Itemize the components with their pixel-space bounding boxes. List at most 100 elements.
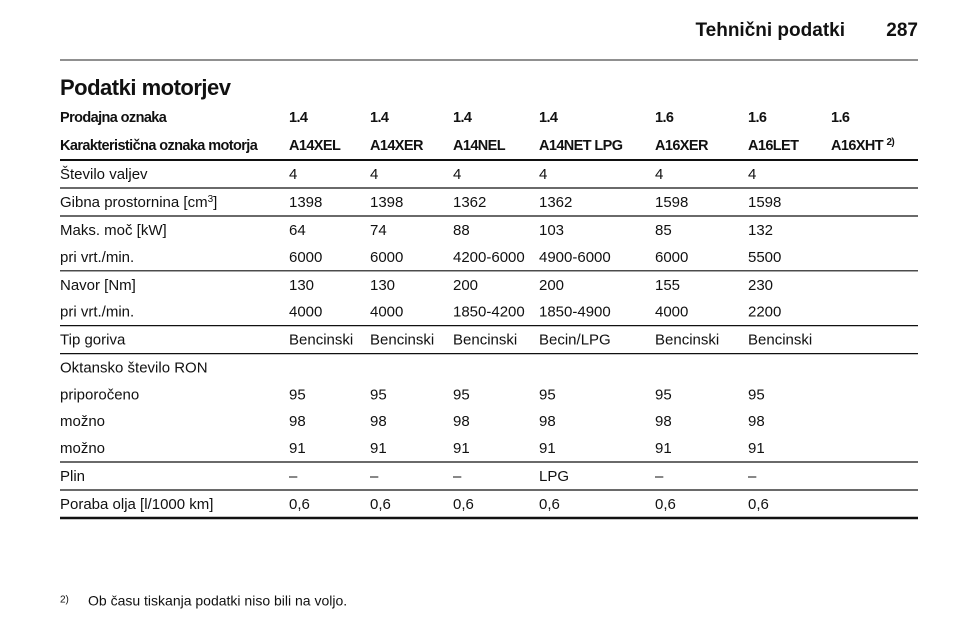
table-cell: Becin/LPG: [539, 332, 611, 349]
table-cell: 155: [655, 277, 680, 294]
table-cell: 91: [453, 440, 470, 457]
table-cell: Število valjev: [60, 166, 148, 183]
table-cell: A16LET: [748, 138, 799, 154]
table-cell: 4200-6000: [453, 249, 525, 266]
table-cell: 98: [289, 413, 306, 430]
section-title: Tehnični podatki: [695, 20, 845, 41]
table-cell: A14NET LPG: [539, 138, 623, 154]
table-cell: A16XER: [655, 138, 709, 154]
table-cell: priporočeno: [60, 386, 139, 403]
table-cell: Navor [Nm]: [60, 277, 136, 294]
table-cell: Bencinski: [289, 332, 353, 349]
table-cell: 2200: [748, 304, 781, 321]
table-cell: 6000: [289, 249, 322, 266]
table-cell: 95: [539, 386, 556, 403]
table-cell: 1.6: [831, 110, 850, 126]
table-cell: 98: [655, 413, 672, 430]
table-cell: –: [453, 468, 462, 485]
table-cell: Plin: [60, 468, 85, 485]
table-cell: 4: [370, 166, 378, 183]
table-cell: –: [655, 468, 664, 485]
table-cell: 85: [655, 222, 672, 239]
table-cell: 200: [453, 277, 478, 294]
table-cell: Bencinski: [370, 332, 434, 349]
table-cell: 98: [748, 413, 765, 430]
table-cell: 1598: [655, 194, 688, 211]
table-cell: Bencinski: [655, 332, 719, 349]
table-cell: Prodajna oznaka: [60, 110, 168, 126]
table-cell: 0,6: [748, 496, 769, 513]
table-cell: pri vrt./min.: [60, 304, 134, 321]
table-cell: A14NEL: [453, 138, 506, 154]
table-cell: 4000: [370, 304, 403, 321]
cell-text: Gibna prostornina [cm: [60, 194, 208, 211]
table-cell: 0,6: [289, 496, 310, 513]
superscript: 3: [208, 194, 214, 205]
footnote-text: Ob času tiskanja podatki niso bili na vo…: [88, 593, 347, 609]
table-cell: –: [370, 468, 379, 485]
table-cell: 4900-6000: [539, 249, 611, 266]
table-cell: 200: [539, 277, 564, 294]
table-cell: 95: [655, 386, 672, 403]
table-cell: 4: [748, 166, 756, 183]
table-cell: 4: [453, 166, 461, 183]
table-cell: 91: [289, 440, 306, 457]
table-cell: možno: [60, 440, 105, 457]
table-cell: LPG: [539, 468, 569, 485]
table-cell: 98: [370, 413, 387, 430]
cell-text: ]: [213, 194, 217, 211]
table-cell: 6000: [655, 249, 688, 266]
table-cell: Tip goriva: [60, 332, 126, 349]
footnote-marker: 2): [60, 595, 69, 606]
table-cell: 4000: [289, 304, 322, 321]
table-cell: 1850-4200: [453, 304, 525, 321]
table-cell: 130: [289, 277, 314, 294]
table-cell: 4: [655, 166, 663, 183]
table-cell: A16XHT 2): [831, 137, 894, 154]
table-cell: 1850-4900: [539, 304, 611, 321]
table-cell: 4: [289, 166, 297, 183]
table-cell: 95: [289, 386, 306, 403]
table-cell: 91: [655, 440, 672, 457]
table-cell: 88: [453, 222, 470, 239]
table-cell: –: [748, 468, 757, 485]
table-cell: 91: [748, 440, 765, 457]
table-cell: 4: [539, 166, 547, 183]
table-cell: 1.4: [539, 110, 558, 126]
table-cell: 230: [748, 277, 773, 294]
table-cell: Bencinski: [453, 332, 517, 349]
table-cell: 91: [370, 440, 387, 457]
table-cell: 98: [539, 413, 556, 430]
table-cell: 0,6: [655, 496, 676, 513]
table-cell: 91: [539, 440, 556, 457]
table-cell: 98: [453, 413, 470, 430]
table-cell: 4000: [655, 304, 688, 321]
table-cell: 132: [748, 222, 773, 239]
table-cell: 5500: [748, 249, 781, 266]
table-cell: 0,6: [539, 496, 560, 513]
superscript: 2): [886, 137, 894, 148]
page-number: 287: [886, 20, 918, 41]
table-cell: 1362: [539, 194, 572, 211]
page-title: Podatki motorjev: [60, 75, 232, 100]
table-cell: možno: [60, 413, 105, 430]
table-cell: A14XER: [370, 138, 424, 154]
cell-text: A16XHT: [831, 138, 886, 154]
table-cell: Maks. moč [kW]: [60, 222, 167, 239]
table-cell: 1.4: [370, 110, 389, 126]
table-cell: 0,6: [453, 496, 474, 513]
table-cell: Bencinski: [748, 332, 812, 349]
table-cell: 1398: [289, 194, 322, 211]
table-cell: 1.4: [453, 110, 472, 126]
table-cell: 74: [370, 222, 387, 239]
table-cell: 6000: [370, 249, 403, 266]
table-cell: Poraba olja [l/1000 km]: [60, 496, 213, 513]
table-cell: 1398: [370, 194, 403, 211]
table-cell: 1.4: [289, 110, 308, 126]
table-cell: 1362: [453, 194, 486, 211]
table-cell: A14XEL: [289, 138, 341, 154]
table-cell: Oktansko število RON: [60, 360, 208, 377]
table-cell: 1598: [748, 194, 781, 211]
